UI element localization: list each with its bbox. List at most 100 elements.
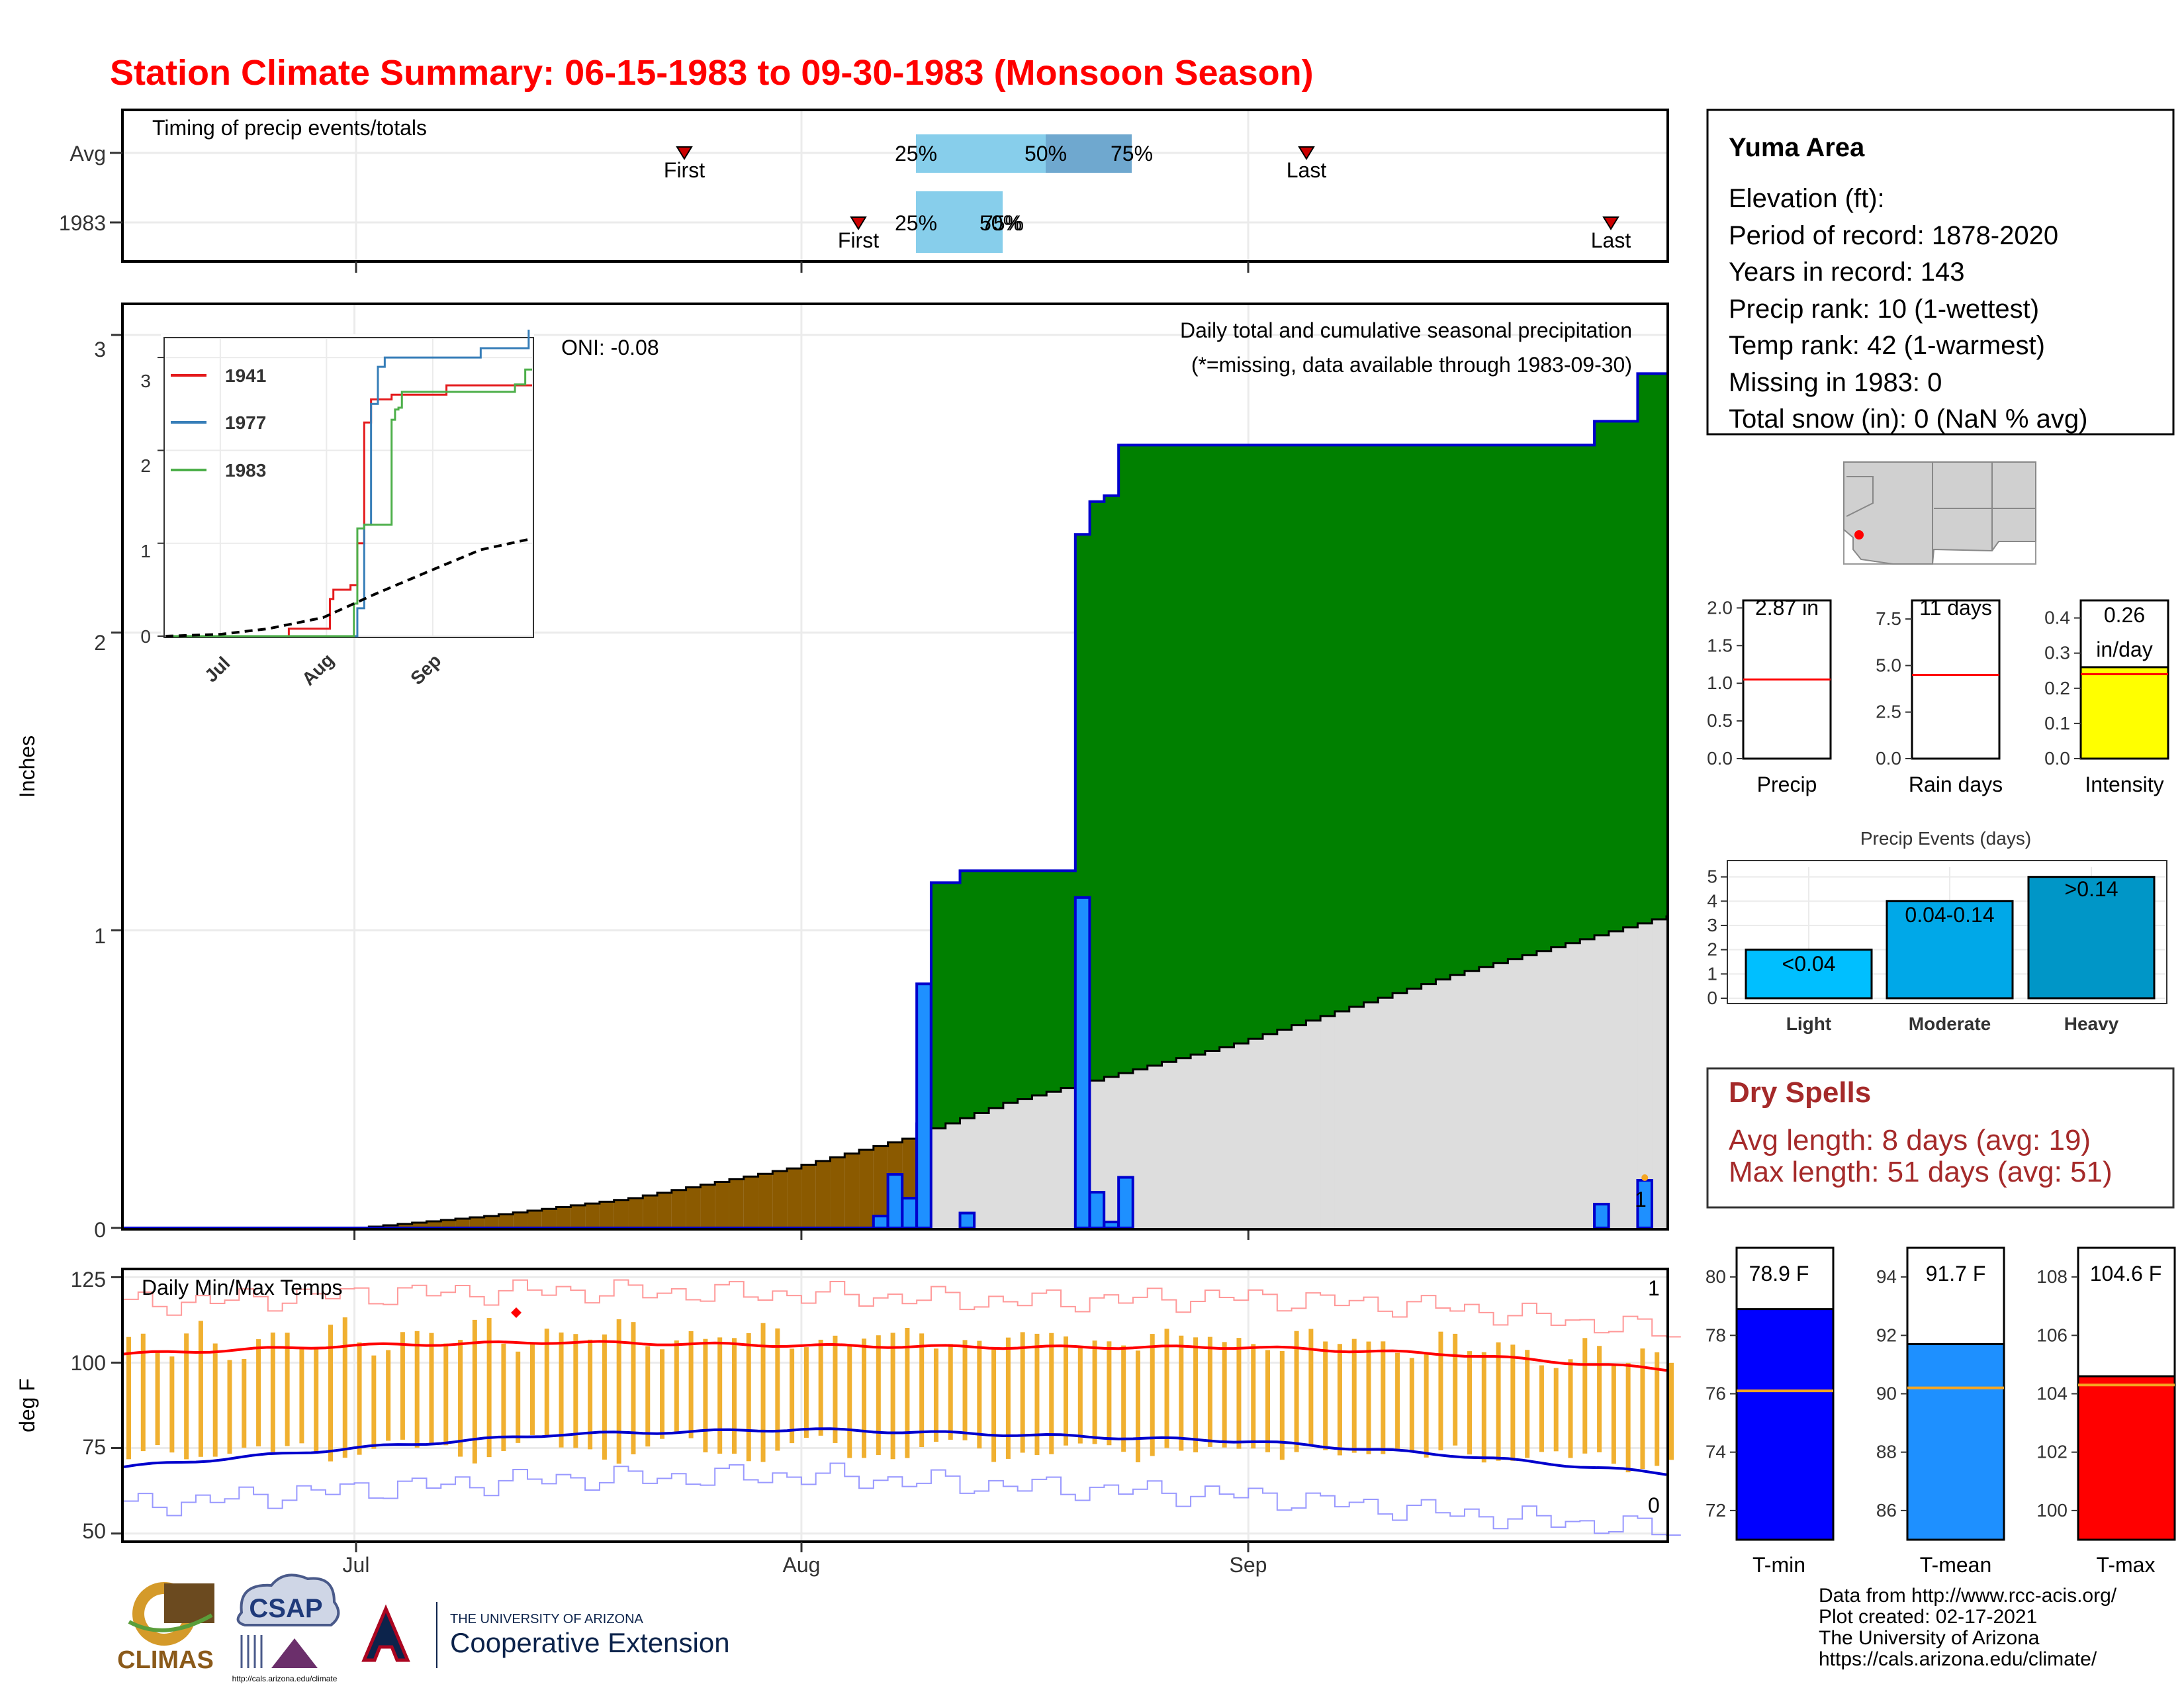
below-avg-area (484, 1216, 500, 1228)
above-avg-area (1565, 445, 1580, 943)
daily-temp-range (1669, 1362, 1674, 1460)
avg-area (1320, 1015, 1336, 1228)
precip-inset: 0 1 2 3 Jul Aug Sep 1941 1977 1983 (140, 329, 534, 689)
tmax-bar-ytick: 108 (2036, 1266, 2068, 1287)
daily-precip-bar (1073, 896, 1091, 1229)
avg-area (1191, 1055, 1206, 1228)
avg-area (1234, 1043, 1249, 1228)
daily-temp-range (588, 1339, 593, 1450)
avg-area (1652, 919, 1667, 1228)
avg-area (1406, 988, 1422, 1228)
climas-logo: CLIMAS (117, 1582, 214, 1674)
intensity-bar-ytick: 0.4 (2044, 608, 2070, 628)
events-xtick: Light (1786, 1013, 1831, 1034)
avg-area (1205, 1051, 1220, 1228)
precip-ylabel: Inches (15, 735, 39, 798)
daily-temp-range (977, 1340, 982, 1449)
daily-temp-range (602, 1334, 607, 1460)
precip-missing-count: 1 (1635, 1188, 1647, 1211)
footer-line: The University of Arizona (1819, 1627, 2040, 1649)
daily-temp-range (544, 1329, 549, 1436)
avg-area (1032, 1095, 1047, 1228)
avg-area (1465, 970, 1480, 1228)
below-avg-area (671, 1190, 687, 1228)
tmean-bar-ytick: 94 (1876, 1266, 1897, 1287)
above-avg-area (1551, 445, 1567, 947)
below-avg-area (614, 1199, 629, 1228)
daily-temp-range (357, 1342, 362, 1455)
avg-area (1349, 1007, 1365, 1228)
daily-temp-range (818, 1339, 823, 1436)
precip-missing-note: (*=missing, data available through 1983-… (1191, 353, 1632, 377)
above-avg-area (1450, 445, 1465, 975)
tmax-value: 104.6 F (2090, 1262, 2162, 1286)
tmin-bar-fill (1735, 1308, 1835, 1541)
intensity-bar-fill (2079, 666, 2169, 760)
above-avg-area (1248, 445, 1263, 1039)
record_high-line (124, 1279, 1681, 1338)
dry-spells-box: Dry Spells Avg length: 8 days (avg: 19) … (1706, 1067, 2175, 1209)
daily-temp-range (1294, 1331, 1299, 1452)
y1983-last-marker (1602, 216, 1619, 230)
inset-line-1983 (165, 368, 532, 637)
daily-temp-range (1121, 1345, 1126, 1452)
avg-area (1219, 1047, 1235, 1228)
daily-temp-range (962, 1340, 968, 1440)
daily-temp-range (314, 1347, 319, 1454)
missing-marker (1641, 1174, 1649, 1182)
avg-last-label: Last (1287, 158, 1327, 182)
inset-plot (158, 329, 533, 637)
above-avg-area (1089, 501, 1105, 1081)
tmin-bar-ytick: 76 (1706, 1383, 1726, 1404)
daily-precip-bar (872, 1215, 889, 1230)
avg-area (1522, 955, 1537, 1228)
daily-temp-range (1381, 1341, 1386, 1454)
precip-plot (111, 334, 1668, 1240)
daily-temp-range (501, 1343, 506, 1451)
daily-temp-range (212, 1343, 218, 1457)
temp-xtick-jul: Jul (343, 1553, 370, 1577)
below-avg-area (570, 1205, 586, 1228)
above-avg-area (1234, 445, 1249, 1044)
below-avg-area (686, 1187, 702, 1228)
daily-temp-range (1525, 1350, 1530, 1458)
daily-precip-bar (901, 1197, 918, 1229)
dry-spells-title: Dry Spells (1729, 1076, 1871, 1109)
daily-temp-range (400, 1332, 405, 1440)
svg-text:Cooperative Extension: Cooperative Extension (450, 1627, 730, 1658)
below-avg-area (412, 1223, 428, 1228)
daily-precip-bar (886, 1173, 904, 1230)
avg-area (1161, 1062, 1177, 1228)
avg-area (1551, 947, 1567, 1228)
station-info: Yuma Area Elevation (ft): Period of reco… (1706, 109, 2175, 436)
timing-panel-label: Timing of precip events/totals (152, 116, 427, 140)
daily-temp-range (1510, 1344, 1516, 1461)
temp-ytick: 125 (71, 1268, 106, 1291)
below-avg-area (873, 1146, 889, 1228)
precip-ytick: 0 (94, 1218, 106, 1242)
daily-temp-range (126, 1336, 131, 1460)
legend-1983: 1983 (225, 460, 266, 481)
daily-temp-range (1351, 1338, 1357, 1453)
daily-temp-range (1193, 1337, 1199, 1453)
tmean-bar-fill (1906, 1343, 2005, 1541)
above-avg-area (1320, 445, 1336, 1016)
daily-temp-range (631, 1322, 636, 1455)
daily-temp-range (890, 1333, 895, 1460)
avg-area (1392, 993, 1408, 1228)
below-avg-area (397, 1224, 413, 1228)
avg_tmin-line (123, 1427, 1667, 1476)
daily-temp-range (717, 1337, 723, 1454)
dry-spells-max: Max length: 51 days (avg: 51) (1729, 1156, 2113, 1188)
events-xtick: Moderate (1909, 1013, 1991, 1034)
daily-temp-range (1366, 1341, 1371, 1454)
below-avg-area (815, 1160, 831, 1228)
above-avg-area (1392, 445, 1408, 994)
avg-area (1003, 1103, 1019, 1228)
daily-temp-range (529, 1343, 535, 1435)
tmax-label: T-max (2097, 1553, 2156, 1577)
daily-temp-range (1553, 1368, 1559, 1452)
daily-temp-range (342, 1317, 347, 1458)
avg-area (1277, 1029, 1293, 1228)
timing-row-1983: 1983 (59, 211, 106, 235)
